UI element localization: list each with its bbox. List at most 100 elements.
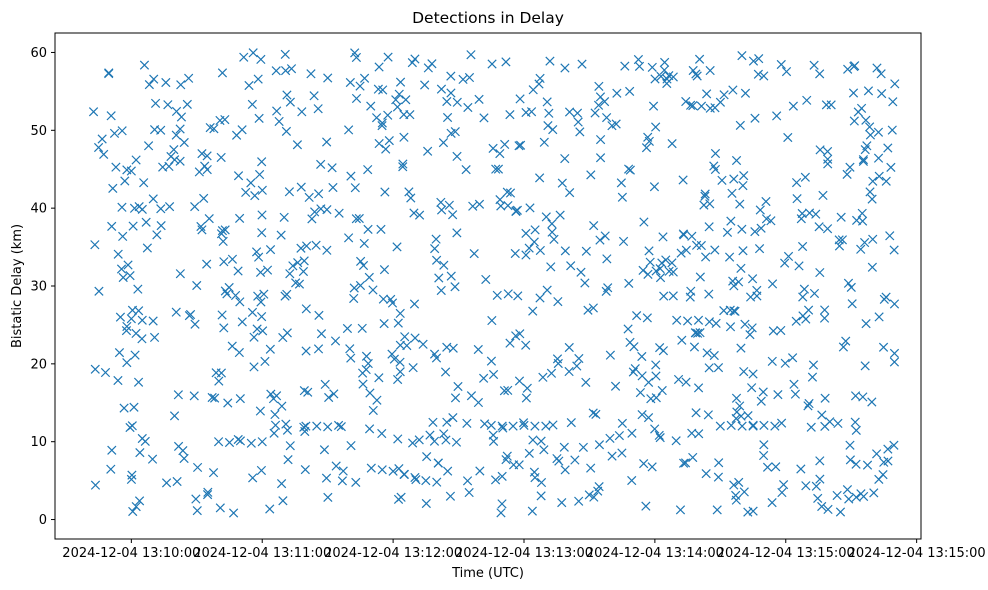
data-point (692, 328, 703, 338)
data-point (253, 252, 264, 262)
data-point (750, 227, 760, 237)
data-point (889, 245, 899, 255)
data-point (729, 174, 739, 184)
data-point (324, 392, 334, 403)
data-point (678, 175, 688, 185)
data-point (804, 208, 815, 218)
data-point (90, 240, 100, 250)
data-point (643, 269, 653, 279)
data-point (623, 164, 634, 174)
data-point (400, 332, 410, 342)
data-point (747, 274, 758, 284)
data-point (535, 73, 545, 84)
data-point (490, 475, 501, 485)
data-point (549, 234, 559, 244)
data-point (776, 325, 786, 336)
data-point (143, 141, 154, 151)
data-point (262, 265, 273, 275)
data-point (701, 469, 711, 479)
data-point (796, 464, 806, 474)
data-point (358, 260, 369, 271)
data-point (681, 245, 691, 255)
data-point (173, 390, 183, 400)
data-point (800, 172, 810, 182)
data-point (552, 354, 563, 364)
x-tick-label: 2024-12-04 13:10:00 (62, 546, 200, 561)
data-point (693, 315, 704, 325)
data-point (333, 420, 344, 430)
data-point (235, 297, 245, 307)
data-point (756, 223, 766, 233)
data-point (783, 132, 793, 143)
data-point (283, 455, 293, 465)
data-point (383, 110, 393, 120)
data-point (577, 59, 587, 69)
data-point (253, 291, 263, 301)
data-point (675, 505, 686, 515)
data-point (536, 491, 546, 501)
data-point (148, 316, 158, 326)
data-point (182, 99, 192, 109)
data-point (734, 477, 744, 488)
data-point (564, 342, 574, 353)
data-point (381, 144, 391, 154)
data-point (239, 52, 249, 62)
data-point (856, 244, 866, 254)
data-point (256, 465, 267, 476)
data-point (700, 189, 710, 199)
data-point (695, 272, 705, 282)
data-point (747, 383, 757, 393)
data-point (822, 146, 833, 157)
data-point (872, 63, 882, 73)
data-point (376, 224, 386, 234)
data-point (388, 466, 398, 476)
y-tick-label: 50 (30, 124, 47, 139)
data-point (393, 494, 404, 504)
data-point (259, 289, 269, 299)
data-point (586, 170, 596, 180)
data-point (873, 153, 884, 163)
data-point (292, 140, 303, 150)
data-point (872, 449, 882, 459)
data-point (427, 59, 437, 69)
data-point (807, 372, 818, 382)
data-point (301, 241, 312, 251)
data-point (445, 491, 456, 501)
data-point (885, 231, 895, 241)
data-point (564, 107, 575, 117)
data-point (580, 278, 590, 288)
data-point (279, 212, 289, 222)
data-point (595, 153, 606, 163)
data-point (475, 466, 485, 476)
data-point (737, 421, 747, 431)
data-point (817, 410, 827, 420)
data-point (237, 125, 247, 135)
data-point (679, 230, 689, 240)
data-point (244, 80, 254, 91)
data-point (848, 88, 859, 98)
data-point (672, 315, 682, 325)
data-point (503, 289, 513, 299)
data-point (529, 467, 540, 477)
data-point (277, 401, 287, 411)
data-point (209, 393, 220, 403)
data-point (199, 193, 209, 204)
data-point (505, 338, 515, 348)
data-point (729, 480, 739, 490)
data-point (430, 243, 440, 254)
data-point (432, 477, 442, 487)
data-point (434, 273, 444, 283)
y-tick-label: 60 (30, 46, 47, 61)
data-point (106, 464, 116, 474)
data-point (798, 311, 808, 321)
data-point (468, 201, 478, 211)
data-point (234, 213, 245, 224)
data-point (747, 323, 757, 333)
data-point (368, 405, 378, 416)
data-point (313, 189, 324, 199)
data-point (655, 432, 665, 443)
data-point (161, 77, 171, 88)
data-point (377, 121, 387, 131)
